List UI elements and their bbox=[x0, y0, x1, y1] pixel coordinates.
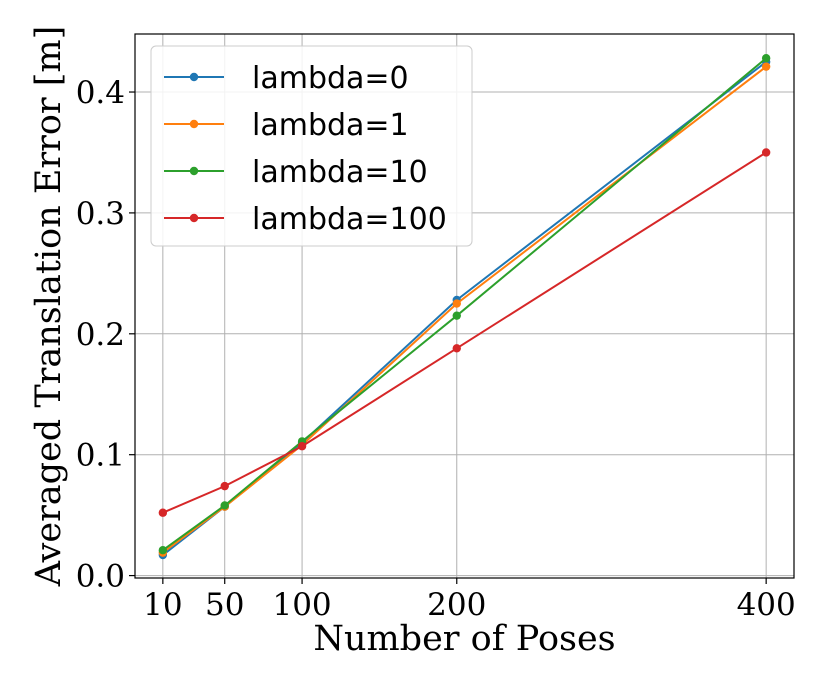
x-tick-label: 200 bbox=[427, 587, 486, 623]
data-point bbox=[220, 501, 229, 510]
plot-frame bbox=[134, 33, 795, 579]
y-tick-label: 0.0 bbox=[76, 559, 125, 595]
data-point bbox=[761, 62, 771, 71]
ticks: 10 50 100 200 400 0.0 0.1 0.2 0.3 0.4 bbox=[76, 75, 796, 623]
data-point bbox=[220, 481, 229, 491]
legend-label: lambda=0 bbox=[252, 61, 409, 96]
data-point bbox=[158, 545, 168, 555]
data-point bbox=[452, 311, 461, 320]
data-point bbox=[158, 508, 168, 517]
x-tick-label: 50 bbox=[205, 587, 244, 623]
x-tick-label: 400 bbox=[737, 587, 796, 623]
y-axis-label: Averaged Translation Error [m] bbox=[29, 26, 69, 588]
legend-marker bbox=[189, 166, 199, 176]
data-point bbox=[297, 442, 307, 451]
data-point bbox=[761, 53, 771, 63]
x-tick-label: 10 bbox=[143, 587, 182, 623]
series-layer bbox=[158, 53, 771, 560]
series-lambda-100 bbox=[158, 148, 771, 517]
legend-marker bbox=[189, 119, 199, 129]
legend-box bbox=[150, 45, 473, 247]
x-axis-label: Number of Poses bbox=[313, 619, 615, 659]
y-tick-label: 0.1 bbox=[76, 438, 125, 474]
legend-marker bbox=[189, 213, 199, 223]
y-tick-label: 0.4 bbox=[76, 75, 125, 111]
data-point bbox=[452, 299, 461, 308]
series-lambda-10 bbox=[158, 53, 771, 555]
x-tick-label: 100 bbox=[272, 587, 331, 623]
legend-label: lambda=100 bbox=[252, 202, 447, 237]
y-tick-label: 0.2 bbox=[76, 317, 125, 353]
data-point bbox=[761, 148, 771, 157]
legend-marker bbox=[189, 72, 199, 82]
legend: lambda=0 lambda=1 lambda=10 lambda=100 bbox=[150, 45, 473, 247]
y-tick-label: 0.3 bbox=[76, 196, 125, 232]
data-point bbox=[452, 344, 461, 353]
legend-label: lambda=1 bbox=[252, 108, 409, 143]
legend-label: lambda=10 bbox=[252, 155, 428, 190]
